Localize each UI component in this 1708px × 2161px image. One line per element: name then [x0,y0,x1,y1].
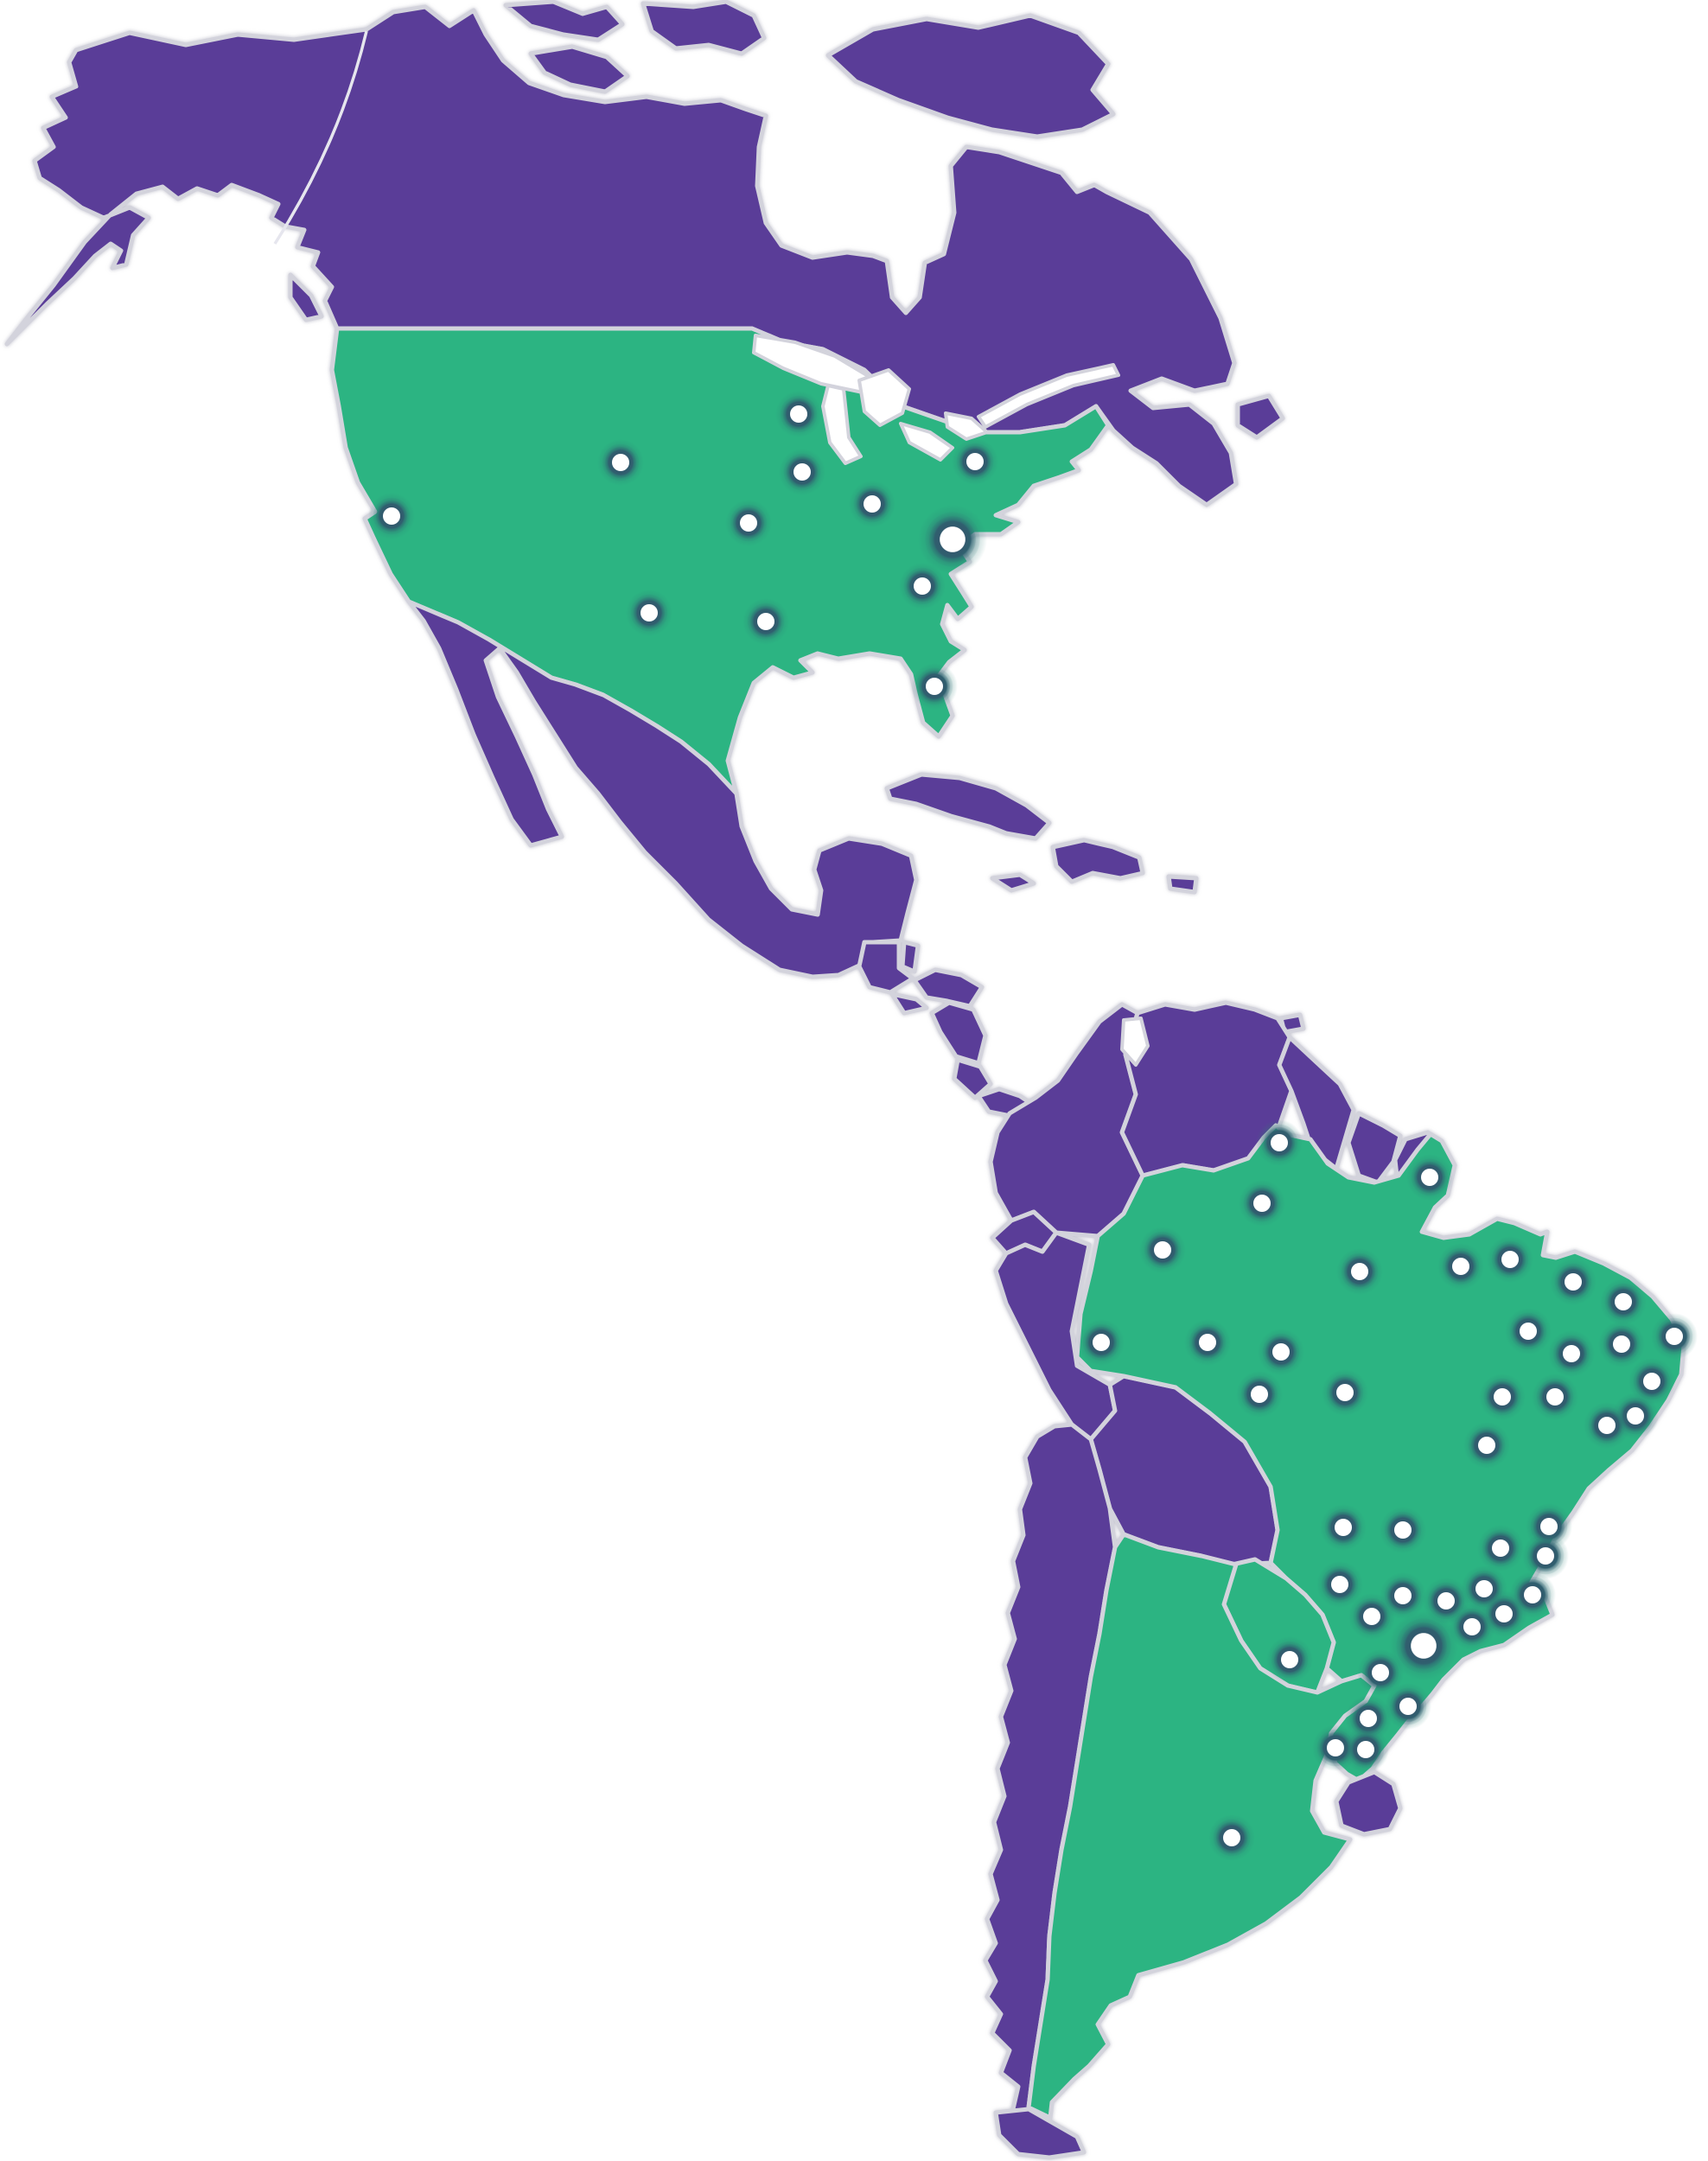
markers-layer [368,391,1698,1861]
country-el-salvador[interactable] [889,991,929,1016]
location-marker[interactable] [626,590,672,636]
country-puerto-rico[interactable] [1166,874,1199,895]
location-marker[interactable] [1505,1308,1552,1355]
location-marker[interactable] [1139,1227,1186,1273]
location-marker[interactable] [1256,1119,1303,1166]
location-marker[interactable] [1078,1319,1125,1366]
country-guatemala[interactable] [857,940,915,995]
location-marker[interactable] [1598,1321,1645,1367]
country-suriname[interactable] [1346,1111,1403,1185]
country-costa-rica[interactable] [952,1057,993,1100]
countries-layer [4,0,1686,2160]
country-hispaniola[interactable] [1050,838,1145,884]
location-marker[interactable] [1449,1603,1495,1650]
location-marker[interactable] [1208,1814,1255,1861]
location-marker[interactable] [775,391,822,437]
location-marker[interactable] [1406,1154,1453,1201]
alaska-yukon-border [273,30,368,245]
location-marker[interactable] [597,439,644,486]
country-canada[interactable] [4,0,1285,507]
location-marker[interactable] [1651,1313,1698,1360]
country-belize[interactable] [900,940,921,974]
location-marker[interactable] [1550,1259,1596,1305]
lake-michigan [821,384,863,465]
location-marker[interactable] [1479,1374,1526,1420]
country-argentina[interactable] [1026,1532,1377,2120]
location-marker[interactable] [1348,1593,1395,1640]
location-marker[interactable] [1357,1649,1404,1696]
location-marker[interactable] [1380,1507,1426,1553]
location-marker[interactable] [918,505,987,574]
location-marker[interactable] [742,598,789,645]
country-cuba[interactable] [884,772,1052,841]
location-marker[interactable] [1532,1374,1578,1420]
location-marker[interactable] [1239,1180,1285,1227]
location-marker[interactable] [1600,1278,1647,1325]
location-marker[interactable] [1477,1525,1524,1571]
country-colombia[interactable] [988,1002,1145,1239]
st-lawrence-river [977,363,1120,429]
location-marker[interactable] [1236,1371,1283,1418]
location-marker[interactable] [1258,1329,1304,1375]
country-mexico[interactable] [406,599,919,979]
location-marker[interactable] [1437,1243,1484,1290]
lake-erie [899,422,954,462]
location-marker[interactable] [1584,1402,1630,1449]
location-marker[interactable] [368,493,415,539]
location-marker[interactable] [1184,1319,1231,1366]
location-marker[interactable] [849,481,895,527]
location-marker[interactable] [1522,1533,1569,1579]
location-marker[interactable] [1342,1726,1389,1773]
country-jamaica[interactable] [990,872,1036,893]
location-marker[interactable] [911,663,958,710]
location-marker[interactable] [1385,1683,1431,1730]
location-marker[interactable] [1266,1636,1313,1683]
country-venezuela[interactable] [1119,1000,1294,1178]
location-marker[interactable] [952,438,998,485]
location-marker[interactable] [1389,1611,1458,1680]
location-marker[interactable] [1463,1422,1510,1469]
location-marker[interactable] [1487,1236,1533,1283]
lake-ontario [944,411,989,441]
country-tierra-del-fuego[interactable] [993,2107,1087,2160]
location-marker[interactable] [1320,1504,1367,1551]
location-marker[interactable] [1322,1369,1368,1416]
location-marker[interactable] [779,449,825,495]
location-marker[interactable] [725,500,772,546]
location-marker[interactable] [1336,1248,1383,1295]
country-honduras[interactable] [912,967,985,1009]
location-marker[interactable] [899,563,946,609]
inland-water-layer [752,334,1150,1067]
country-nicaragua[interactable] [929,1000,988,1066]
location-marker[interactable] [1628,1358,1675,1405]
location-marker[interactable] [1548,1330,1595,1377]
lake-maracaibo [1120,1017,1150,1067]
country-uruguay[interactable] [1334,1769,1403,1837]
lake-huron [857,368,911,427]
location-marker[interactable] [1316,1561,1363,1608]
